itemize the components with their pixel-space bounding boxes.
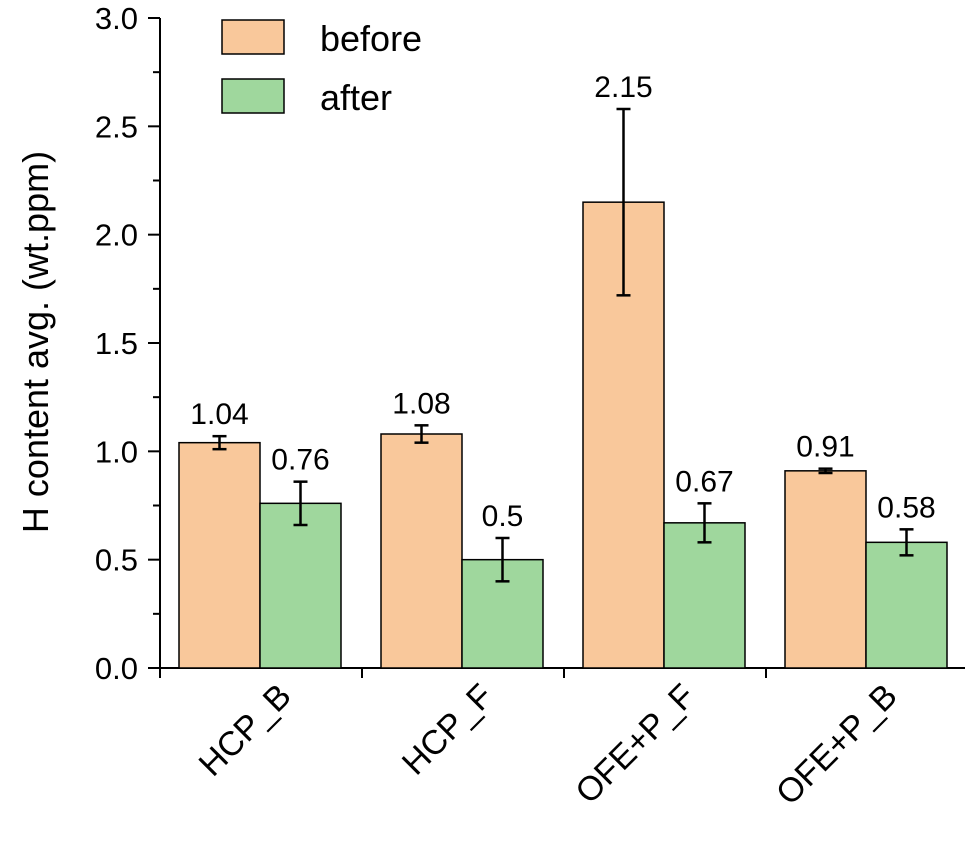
y-tick-label: 2.5 xyxy=(95,109,138,144)
data-label: 0.76 xyxy=(271,444,329,477)
error-bar xyxy=(293,480,308,527)
data-label: 0.58 xyxy=(877,491,935,524)
y-tick-labels: 0.0 0.5 1.0 1.5 2.0 2.5 3.0 xyxy=(95,1,138,686)
error-bar xyxy=(818,467,833,475)
y-axis-title: H content avg. (wt.ppm) xyxy=(15,151,56,533)
y-tick-label: 3.0 xyxy=(95,1,138,36)
legend: before after xyxy=(221,18,422,118)
error-bar xyxy=(495,536,510,583)
error-bars xyxy=(212,107,914,583)
y-tick-label: 0.5 xyxy=(95,543,138,578)
x-tick-label: HCP_F xyxy=(395,677,501,783)
x-tick-label: OFE+P_F xyxy=(568,677,702,811)
data-label: 1.08 xyxy=(392,387,450,420)
data-label: 0.67 xyxy=(675,465,733,498)
x-tick-label: OFE+P_B xyxy=(769,677,905,813)
x-tick-labels: HCP_B HCP_F OFE+P_F OFE+P_B xyxy=(192,677,905,813)
legend-swatch-before xyxy=(221,19,285,55)
error-bar xyxy=(212,434,227,451)
legend-label-before: before xyxy=(320,18,422,59)
data-label: 0.91 xyxy=(796,431,854,464)
data-label: 2.15 xyxy=(594,71,652,104)
x-tick-label: HCP_B xyxy=(192,677,299,784)
bar-after-OFE+P_F xyxy=(663,522,746,669)
y-tick-label: 2.0 xyxy=(95,218,138,253)
error-bar xyxy=(414,424,429,444)
bar-after-OFE+P_B xyxy=(865,541,948,669)
y-tick-label: 1.5 xyxy=(95,326,138,361)
error-bar xyxy=(899,528,914,557)
bar-after-HCP_B xyxy=(259,502,342,669)
y-tick-label: 1.0 xyxy=(95,434,138,469)
data-labels: 1.04 0.76 1.08 0.5 2.15 0.67 0.91 0.58 xyxy=(190,71,935,533)
data-label: 1.04 xyxy=(190,398,248,431)
y-tick-label: 0.0 xyxy=(95,651,138,686)
error-bar xyxy=(697,502,712,544)
bar-before-OFE+P_B xyxy=(784,470,867,669)
legend-label-after: after xyxy=(320,77,392,118)
bar-before-HCP_F xyxy=(380,433,463,669)
error-bar xyxy=(616,107,631,297)
data-label: 0.5 xyxy=(482,500,524,533)
legend-swatch-after xyxy=(221,78,285,114)
bar-before-HCP_B xyxy=(178,441,261,669)
